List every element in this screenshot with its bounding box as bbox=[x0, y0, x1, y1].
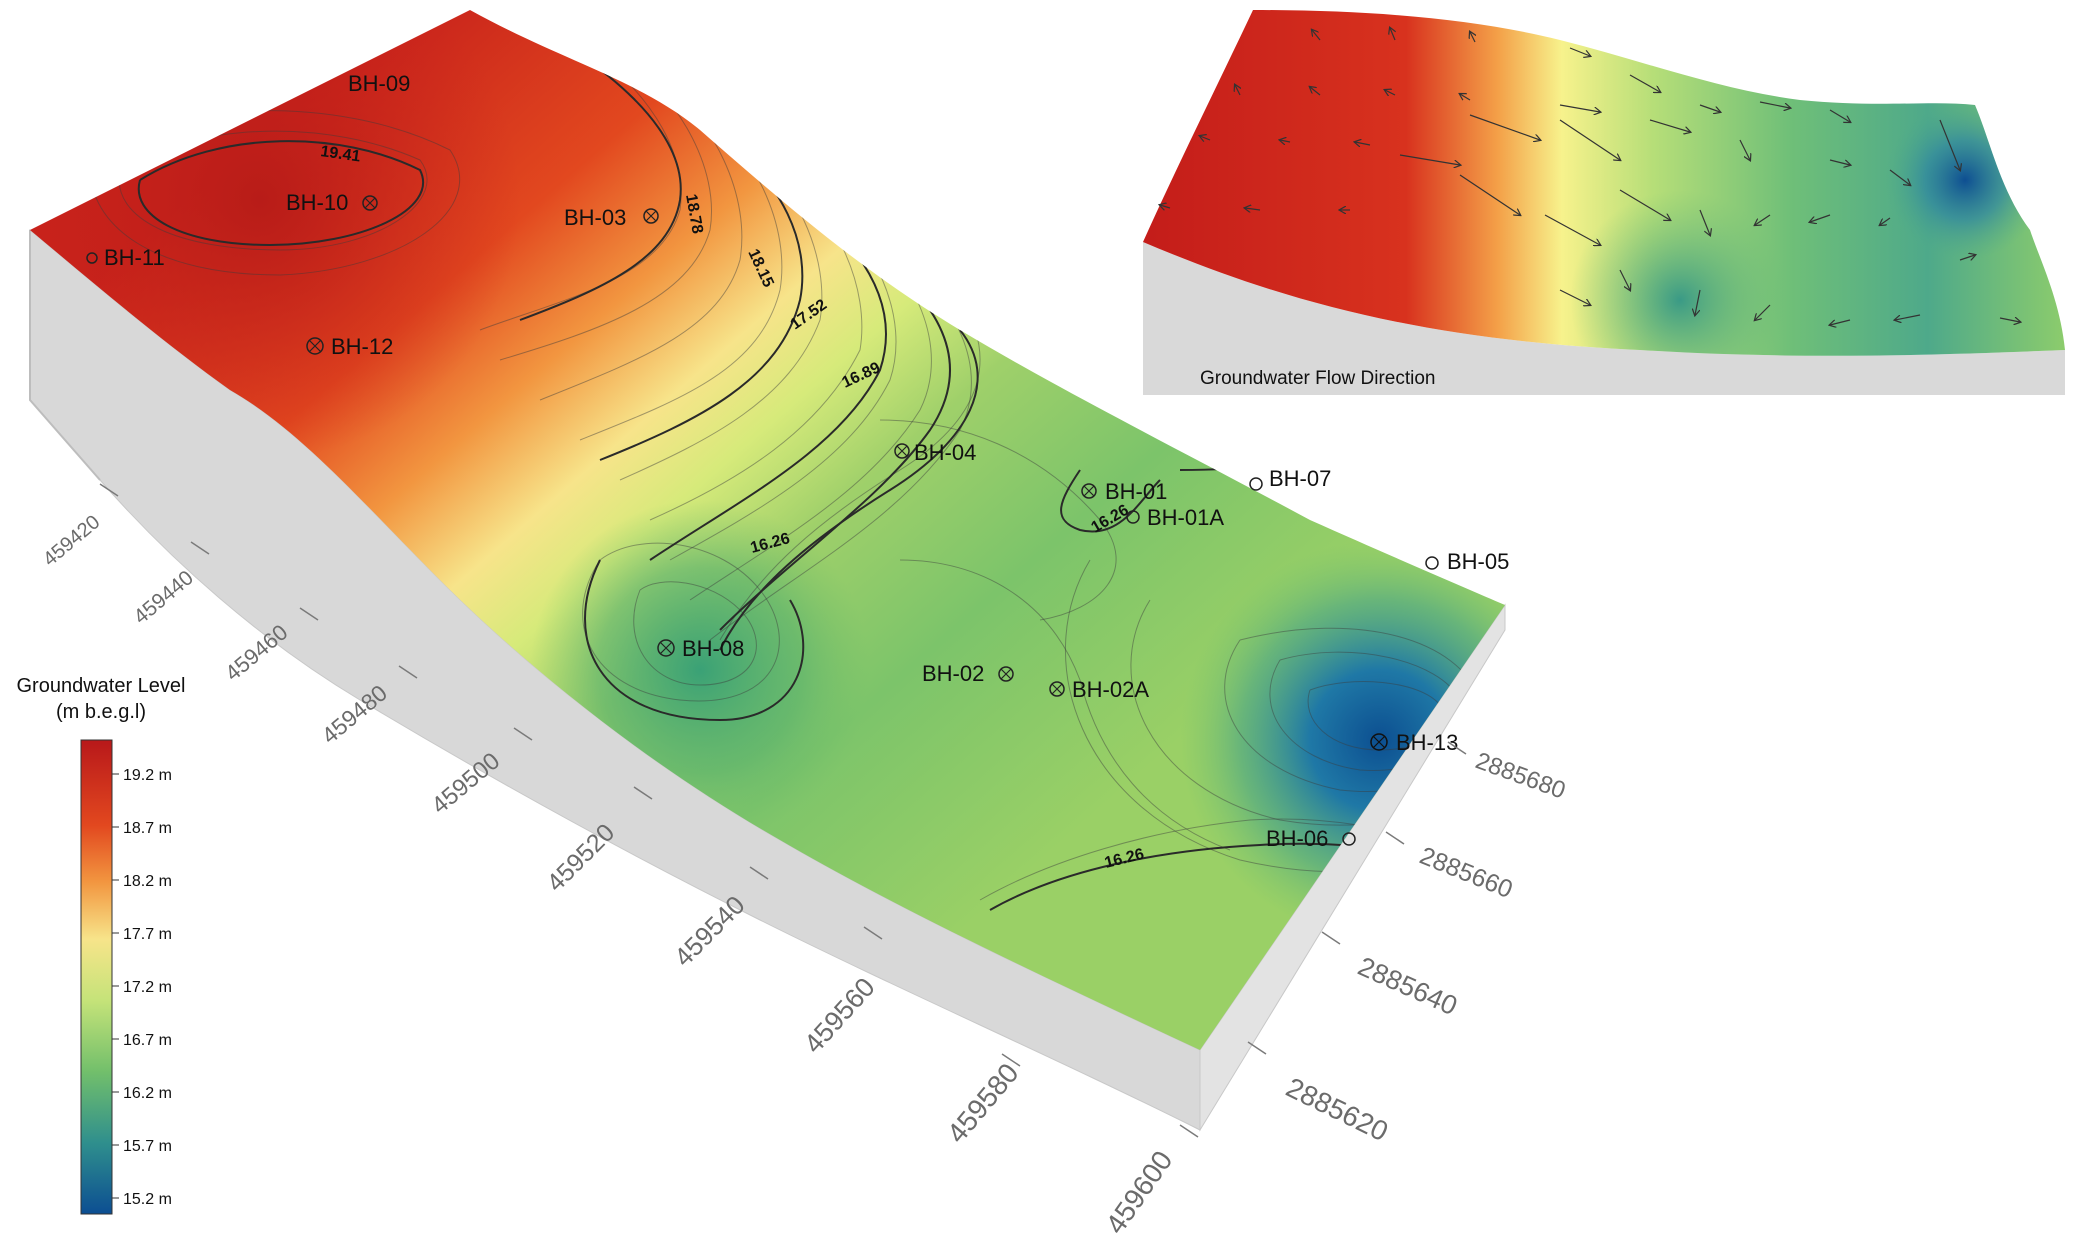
legend-tick-label: 16.2 m bbox=[123, 1085, 172, 1102]
legend-tick-label: 19.2 m bbox=[123, 767, 172, 784]
borehole-cross bbox=[1051, 683, 1063, 695]
borehole-symbol-icon bbox=[1249, 477, 1263, 491]
borehole-label: BH-10 bbox=[286, 190, 348, 215]
inset-side-face bbox=[1143, 242, 2065, 395]
borehole-symbol-icon bbox=[1342, 832, 1356, 846]
borehole-cross bbox=[1000, 668, 1012, 680]
northing-tick: 2885620 bbox=[1281, 1072, 1393, 1148]
borehole-BH-01A[interactable]: BH-01A bbox=[1126, 505, 1224, 530]
borehole-label: BH-01A bbox=[1147, 505, 1224, 530]
borehole-cross bbox=[659, 641, 673, 655]
borehole-symbol-icon bbox=[306, 337, 324, 355]
easting-tick: 459540 bbox=[668, 890, 751, 973]
borehole-label: BH-11 bbox=[104, 245, 165, 270]
borehole-cross bbox=[1083, 485, 1095, 497]
borehole-label: BH-01 bbox=[1105, 479, 1167, 504]
borehole-label: BH-07 bbox=[1269, 466, 1331, 491]
borehole-BH-03[interactable]: BH-03 bbox=[564, 205, 659, 230]
borehole-label: BH-03 bbox=[564, 205, 626, 230]
northing-tick: 2885680 bbox=[1472, 747, 1569, 804]
borehole-cross bbox=[896, 445, 908, 457]
borehole-label: BH-02A bbox=[1072, 677, 1149, 702]
legend-tick-label: 18.7 m bbox=[123, 820, 172, 837]
block-right-face bbox=[1199, 603, 1506, 1132]
borehole-symbol-icon bbox=[657, 639, 675, 657]
legend-tick-label: 15.2 m bbox=[123, 1191, 172, 1208]
borehole-symbol-icon bbox=[643, 208, 659, 224]
borehole-BH-04[interactable]: BH-04 bbox=[894, 440, 976, 465]
borehole-BH-05[interactable]: BH-05 bbox=[1425, 549, 1509, 574]
borehole-label: BH-08 bbox=[682, 636, 744, 661]
easting-tick: 459440 bbox=[129, 566, 197, 629]
borehole-label: BH-09 bbox=[348, 71, 410, 96]
borehole-label: BH-04 bbox=[914, 440, 976, 465]
northing-axis bbox=[1247, 741, 1467, 1055]
borehole-BH-02A[interactable]: BH-02A bbox=[1049, 677, 1149, 702]
easting-tick: 459560 bbox=[798, 972, 881, 1059]
easting-tick: 459600 bbox=[1100, 1145, 1179, 1239]
legend-title: Groundwater Level bbox=[17, 675, 186, 697]
flow-arrows bbox=[1160, 28, 2020, 325]
borehole-BH-09[interactable]: BH-09 bbox=[348, 71, 410, 96]
borehole-BH-08[interactable]: BH-08 bbox=[657, 636, 744, 661]
borehole-symbol-icon bbox=[1126, 510, 1140, 524]
borehole-symbol-icon bbox=[362, 195, 378, 211]
borehole-symbol-icon bbox=[1425, 556, 1439, 570]
contour-label-19-41: 19.41 bbox=[319, 143, 361, 165]
legend-tick-label: 17.2 m bbox=[123, 979, 172, 996]
borehole-symbol-icon bbox=[1081, 483, 1097, 499]
easting-tick: 459580 bbox=[941, 1057, 1025, 1149]
borehole-cross bbox=[308, 339, 322, 353]
borehole-symbol-icon bbox=[1049, 681, 1065, 697]
contour-label-18-78: 18.78 bbox=[682, 193, 706, 235]
borehole-cross bbox=[645, 210, 657, 222]
inset-caption: Groundwater Flow Direction bbox=[1200, 368, 1435, 389]
borehole-symbol-icon bbox=[894, 443, 910, 459]
easting-tick: 459520 bbox=[541, 818, 620, 897]
borehole-label: BH-05 bbox=[1447, 549, 1509, 574]
borehole-symbol-icon bbox=[998, 666, 1014, 682]
legend-tick-label: 16.7 m bbox=[123, 1032, 172, 1049]
legend-tick-label: 18.2 m bbox=[123, 873, 172, 890]
borehole-symbol-icon bbox=[86, 252, 98, 264]
borehole-BH-12[interactable]: BH-12 bbox=[306, 334, 393, 359]
borehole-symbol-icon bbox=[1370, 733, 1388, 751]
easting-axis bbox=[99, 483, 1199, 1138]
easting-tick: 459420 bbox=[39, 511, 104, 571]
legend-tick-label: 17.7 m bbox=[123, 926, 172, 943]
legend-ticks bbox=[112, 773, 119, 1199]
borehole-cross bbox=[364, 197, 376, 209]
borehole-label: BH-12 bbox=[331, 334, 393, 359]
easting-tick: 459460 bbox=[220, 619, 292, 685]
borehole-markers: BH-09 BH-10 BH-11 BH-12 BH-03 bbox=[86, 71, 1509, 851]
borehole-BH-07[interactable]: BH-07 bbox=[1249, 466, 1331, 491]
borehole-cross bbox=[1372, 735, 1386, 749]
block-front-edge bbox=[29, 230, 101, 481]
inset-low-zone-central bbox=[1143, 10, 2065, 356]
borehole-BH-11[interactable]: BH-11 bbox=[86, 245, 165, 270]
borehole-BH-06[interactable]: BH-06 bbox=[1266, 826, 1356, 851]
color-scale-legend: Groundwater Level (m b.e.g.l) 19.2 m 18.… bbox=[17, 675, 186, 1215]
legend-tick-label: 15.7 m bbox=[123, 1138, 172, 1155]
flow-direction-inset: Groundwater Flow Direction bbox=[1143, 10, 2065, 395]
northing-tick: 2885640 bbox=[1354, 951, 1462, 1021]
legend-colorbar bbox=[80, 739, 113, 1215]
northing-tick: 2885660 bbox=[1416, 842, 1517, 904]
borehole-BH-02[interactable]: BH-02 bbox=[922, 661, 1014, 686]
borehole-label: BH-02 bbox=[922, 661, 984, 686]
borehole-BH-01[interactable]: BH-01 bbox=[1081, 479, 1167, 504]
legend-subtitle: (m b.e.g.l) bbox=[56, 701, 146, 723]
borehole-label: BH-06 bbox=[1266, 826, 1328, 851]
borehole-BH-10[interactable]: BH-10 bbox=[286, 190, 378, 215]
